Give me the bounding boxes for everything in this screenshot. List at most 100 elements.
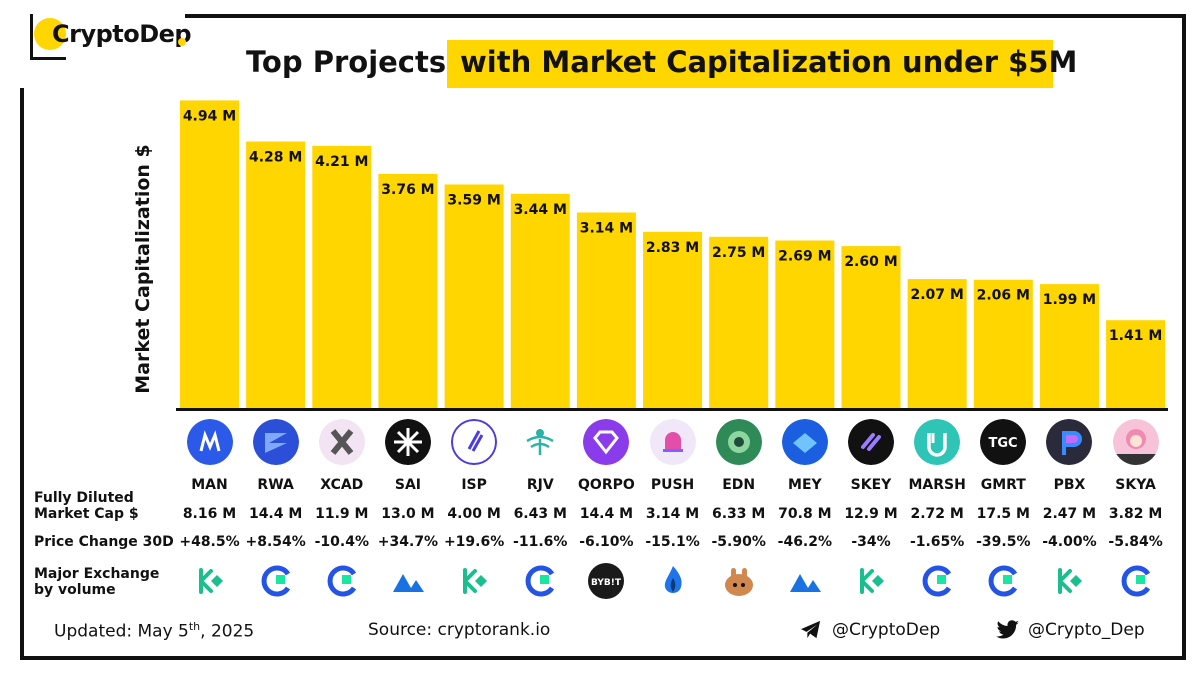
gmrt-icon: TGC <box>980 419 1027 465</box>
bar-edn <box>709 236 769 408</box>
project-symbol: PUSH <box>650 477 695 493</box>
telegram-handle[interactable]: @CryptoDep <box>800 620 940 640</box>
gate-icon <box>521 562 559 600</box>
price-change-value: -4.00% <box>1042 534 1097 550</box>
fdv-value: 6.43 M <box>513 506 567 522</box>
bar-value-label: 2.83 M <box>646 240 699 256</box>
price-change-value: -6.10% <box>579 534 634 550</box>
project-symbol: SAI <box>394 477 421 493</box>
bar-rjv <box>510 193 570 408</box>
fdv-value: 11.9 M <box>315 506 369 522</box>
bar-value-label: 2.06 M <box>977 288 1030 304</box>
bar-man <box>180 100 239 408</box>
bar-value-label: 2.07 M <box>910 287 963 303</box>
fdv-value: 6.33 M <box>712 506 766 522</box>
exchange-row-label-text: Major Exchange by volume <box>34 566 160 598</box>
push-icon <box>649 419 696 465</box>
fdv-row-label-text: Fully Diluted Market Cap $ <box>34 490 139 522</box>
fdv-value: 70.8 M <box>778 506 832 522</box>
bar-push <box>643 231 703 408</box>
kucoin-icon <box>1050 562 1088 600</box>
price-change-value: +19.6% <box>443 534 505 550</box>
mexc-icon <box>389 562 427 600</box>
rjv-icon <box>517 419 564 465</box>
twitter-handle[interactable]: @Crypto_Dep <box>996 620 1145 640</box>
price-change-value: -11.6% <box>513 534 568 550</box>
svg-text:TGC: TGC <box>989 436 1018 451</box>
telegram-icon <box>801 620 821 639</box>
pbx-icon <box>1046 419 1093 465</box>
price-change-value: -39.5% <box>976 534 1031 550</box>
qorpo-icon <box>583 419 630 465</box>
bar-value-label: 3.44 M <box>514 202 567 218</box>
bar-mey <box>775 240 835 408</box>
price-change-value: -15.1% <box>645 534 700 550</box>
fdv-value: 2.47 M <box>1042 506 1097 522</box>
bar-value-label: 4.21 M <box>315 154 368 170</box>
fdv-row-label: Fully Diluted Market Cap $ <box>34 490 139 522</box>
bar-value-label: 2.60 M <box>844 254 897 270</box>
project-symbol: MAN <box>191 477 228 493</box>
telegram-handle-text: @CryptoDep <box>832 620 941 640</box>
mey-icon <box>781 419 828 465</box>
project-symbol: EDN <box>722 477 756 493</box>
sai-icon <box>384 419 431 465</box>
updated-sup: th <box>188 620 201 633</box>
fdv-value: 4.00 M <box>447 506 501 522</box>
price-change-value: -5.90% <box>711 534 766 550</box>
bar-pbx <box>1039 284 1099 408</box>
twitter-handle-text: @Crypto_Dep <box>1028 620 1145 640</box>
bar-gmrt <box>973 279 1033 408</box>
price-change-value: +48.5% <box>179 534 240 550</box>
updated-prefix: Updated: May 5 <box>54 621 189 642</box>
bar-xcad <box>312 145 372 408</box>
chart-title-part2: with Market Capitalization under $5M <box>460 45 1078 79</box>
project-symbol: QORPO <box>578 477 635 493</box>
project-symbol: PBX <box>1053 477 1086 493</box>
frame-left-border <box>20 88 24 660</box>
price-change-value: -1.65% <box>909 534 965 550</box>
bar-marsh <box>907 279 967 408</box>
rwa-icon <box>252 419 299 465</box>
fdv-value: 12.9 M <box>844 506 898 522</box>
gate-icon <box>257 562 295 600</box>
logo-bracket-horizontal <box>30 57 66 60</box>
fdv-value: 2.72 M <box>910 506 964 522</box>
project-symbol: SKYA <box>1115 477 1156 493</box>
project-symbol: XCAD <box>320 477 364 493</box>
bybit-icon: BYB!T <box>587 562 625 600</box>
source-text: Source: cryptorank.io <box>368 620 551 640</box>
price-change-value: -46.2% <box>777 534 833 550</box>
bar-value-label: 1.41 M <box>1109 328 1162 344</box>
skya-icon <box>1112 419 1159 465</box>
bar-value-label: 4.28 M <box>249 150 302 166</box>
bar-value-label: 3.59 M <box>447 192 500 208</box>
fdv-value: 17.5 M <box>976 506 1030 522</box>
logo-bracket-vertical <box>30 14 33 60</box>
updated-date: Updated: May 5th, 2025 <box>54 620 254 642</box>
gate-icon <box>1117 562 1155 600</box>
bar-value-label: 1.99 M <box>1043 292 1096 308</box>
price-change-value: +8.54% <box>245 534 306 550</box>
bar-value-label: 2.75 M <box>712 245 765 261</box>
frame-top-border <box>185 14 1186 18</box>
fdv-value: 14.4 M <box>248 506 303 522</box>
price-change-value: -10.4% <box>314 534 369 550</box>
fdv-value: 14.4 M <box>579 506 634 522</box>
man-icon <box>186 419 233 465</box>
fdv-value: 8.16 M <box>182 506 237 522</box>
edn-icon <box>715 419 762 465</box>
kucoin-icon <box>852 562 890 600</box>
price-change-value: +34.7% <box>377 534 439 550</box>
frame-bottom-border <box>20 656 1186 660</box>
project-symbol: SKEY <box>850 477 892 493</box>
x-axis-baseline <box>176 408 1168 411</box>
logo-circle-icon <box>34 18 66 50</box>
kucoin-icon <box>191 562 229 600</box>
project-symbol: GMRT <box>980 477 1026 493</box>
fdv-value: 3.14 M <box>645 506 700 522</box>
exchange-row-label: Major Exchange by volume <box>34 566 159 598</box>
marsh-icon <box>914 419 961 465</box>
title-highlight <box>447 40 1053 88</box>
